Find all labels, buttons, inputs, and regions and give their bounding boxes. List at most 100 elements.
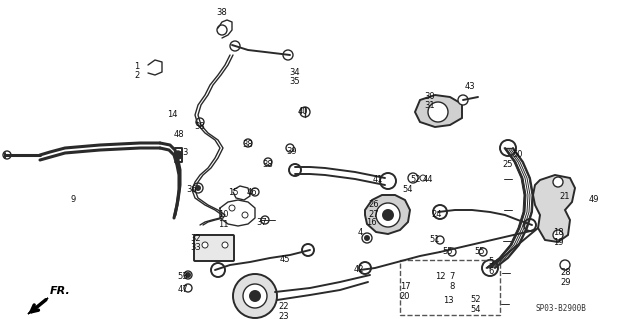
Text: 41: 41 bbox=[372, 175, 383, 184]
Text: 38: 38 bbox=[262, 160, 273, 169]
Text: 3: 3 bbox=[182, 148, 188, 157]
Text: 23: 23 bbox=[278, 312, 289, 319]
Circle shape bbox=[458, 95, 468, 105]
Text: 8: 8 bbox=[449, 282, 454, 291]
Circle shape bbox=[365, 236, 369, 240]
Text: 38: 38 bbox=[216, 8, 227, 17]
Text: 26: 26 bbox=[369, 200, 380, 209]
Text: 42: 42 bbox=[354, 265, 364, 274]
Text: 46: 46 bbox=[246, 188, 257, 197]
Bar bbox=[400, 260, 500, 315]
Circle shape bbox=[229, 205, 235, 211]
Circle shape bbox=[250, 291, 260, 301]
Polygon shape bbox=[365, 195, 410, 234]
Circle shape bbox=[244, 139, 252, 147]
Circle shape bbox=[482, 260, 498, 276]
Circle shape bbox=[196, 118, 204, 126]
Text: 17: 17 bbox=[400, 282, 410, 291]
Text: 40: 40 bbox=[298, 107, 308, 116]
Circle shape bbox=[376, 203, 400, 227]
Text: 28: 28 bbox=[561, 268, 572, 277]
Text: 30: 30 bbox=[425, 92, 435, 101]
Circle shape bbox=[448, 248, 456, 256]
Polygon shape bbox=[415, 95, 462, 127]
Circle shape bbox=[524, 219, 536, 231]
Text: 51: 51 bbox=[429, 235, 440, 244]
Circle shape bbox=[230, 41, 240, 51]
Text: 29: 29 bbox=[561, 278, 572, 287]
Text: 13: 13 bbox=[443, 296, 453, 305]
Text: 19: 19 bbox=[553, 238, 563, 247]
Text: 15: 15 bbox=[228, 188, 238, 197]
Text: 11: 11 bbox=[218, 220, 228, 229]
Text: 25: 25 bbox=[503, 160, 513, 169]
Circle shape bbox=[383, 210, 393, 220]
FancyBboxPatch shape bbox=[194, 235, 234, 261]
Circle shape bbox=[433, 205, 447, 219]
Circle shape bbox=[553, 177, 563, 187]
Text: 2: 2 bbox=[134, 71, 140, 80]
Text: 24: 24 bbox=[432, 210, 442, 219]
Polygon shape bbox=[28, 298, 48, 314]
Text: 43: 43 bbox=[465, 82, 476, 91]
Text: 53: 53 bbox=[178, 272, 188, 281]
Circle shape bbox=[302, 244, 314, 256]
Text: 47: 47 bbox=[178, 285, 188, 294]
Polygon shape bbox=[533, 175, 575, 242]
Text: 50: 50 bbox=[513, 150, 524, 159]
Text: 48: 48 bbox=[173, 130, 184, 139]
Circle shape bbox=[3, 151, 11, 159]
Circle shape bbox=[408, 173, 418, 183]
Circle shape bbox=[380, 173, 396, 189]
Text: 38: 38 bbox=[195, 122, 205, 131]
Text: 12: 12 bbox=[435, 272, 445, 281]
Circle shape bbox=[300, 107, 310, 117]
Circle shape bbox=[261, 216, 269, 224]
Text: 54: 54 bbox=[471, 305, 481, 314]
Text: 52: 52 bbox=[411, 175, 421, 184]
Text: 36: 36 bbox=[187, 185, 197, 194]
Text: 10: 10 bbox=[218, 210, 228, 219]
Circle shape bbox=[289, 164, 301, 176]
Circle shape bbox=[420, 175, 426, 181]
Text: 39: 39 bbox=[287, 147, 298, 156]
Text: 4: 4 bbox=[357, 228, 363, 237]
Circle shape bbox=[436, 236, 444, 244]
Circle shape bbox=[286, 144, 294, 152]
Text: 22: 22 bbox=[279, 302, 289, 311]
Circle shape bbox=[193, 183, 203, 193]
Circle shape bbox=[553, 230, 563, 240]
Circle shape bbox=[196, 186, 200, 190]
Text: 20: 20 bbox=[400, 292, 410, 301]
Text: 5: 5 bbox=[488, 257, 493, 266]
Circle shape bbox=[233, 274, 277, 318]
Text: 52: 52 bbox=[471, 295, 481, 304]
Text: 44: 44 bbox=[423, 175, 433, 184]
Circle shape bbox=[184, 271, 192, 279]
Circle shape bbox=[243, 284, 267, 308]
Circle shape bbox=[174, 151, 182, 159]
Text: 55: 55 bbox=[475, 247, 485, 256]
Circle shape bbox=[283, 50, 293, 60]
Text: 34: 34 bbox=[290, 68, 300, 77]
Circle shape bbox=[479, 248, 487, 256]
Circle shape bbox=[362, 233, 372, 243]
Circle shape bbox=[359, 262, 371, 274]
Text: 7: 7 bbox=[449, 272, 454, 281]
Text: 55: 55 bbox=[443, 247, 453, 256]
Text: 54: 54 bbox=[403, 185, 413, 194]
Text: 18: 18 bbox=[553, 228, 563, 237]
Circle shape bbox=[202, 242, 208, 248]
Text: 14: 14 bbox=[167, 110, 177, 119]
Text: SP03-B2900B: SP03-B2900B bbox=[536, 304, 587, 313]
Text: 37: 37 bbox=[257, 218, 268, 227]
Text: 49: 49 bbox=[589, 195, 599, 204]
Circle shape bbox=[184, 284, 192, 292]
Text: 45: 45 bbox=[280, 255, 291, 264]
Circle shape bbox=[211, 263, 225, 277]
Text: 1: 1 bbox=[134, 62, 140, 71]
Circle shape bbox=[500, 140, 516, 156]
Text: FR.: FR. bbox=[50, 286, 71, 296]
Circle shape bbox=[560, 260, 570, 270]
Text: 21: 21 bbox=[560, 192, 570, 201]
